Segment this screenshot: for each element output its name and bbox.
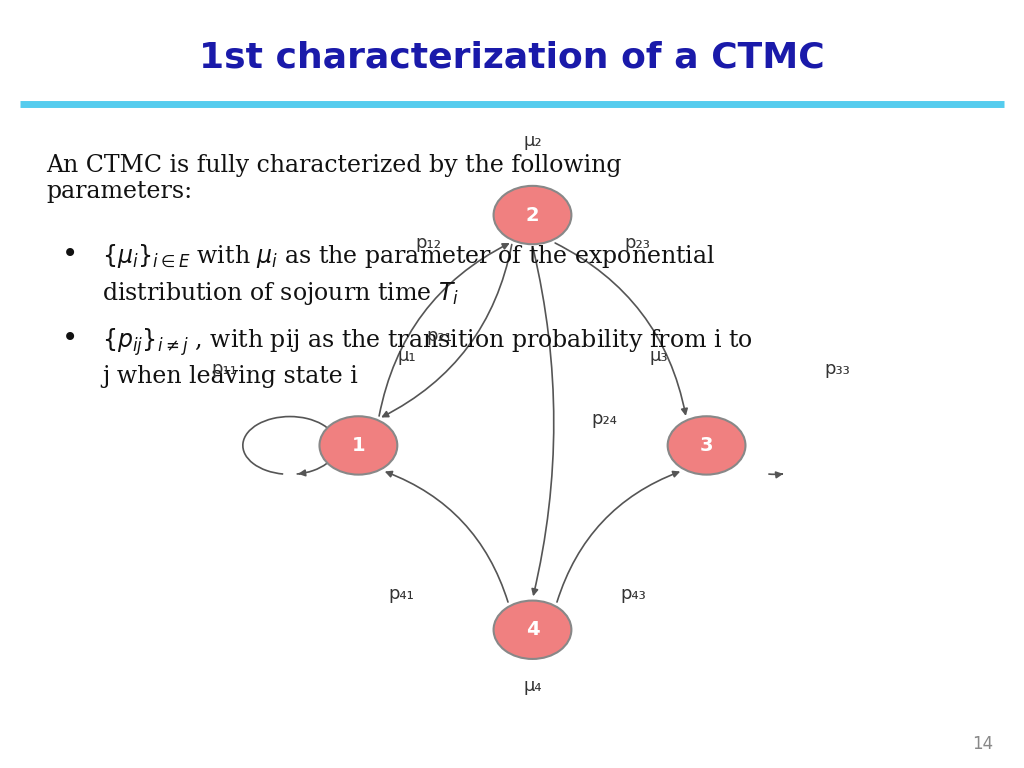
Text: 3: 3 — [699, 436, 714, 455]
Text: p₂₄: p₂₄ — [592, 409, 617, 428]
FancyArrowPatch shape — [555, 243, 687, 414]
Text: μ₂: μ₂ — [523, 132, 542, 150]
Text: 4: 4 — [525, 621, 540, 639]
Text: 2: 2 — [525, 206, 540, 224]
Text: μ₁: μ₁ — [397, 347, 416, 365]
Text: p₂₃: p₂₃ — [624, 234, 650, 252]
FancyArrowPatch shape — [386, 472, 508, 602]
Text: p₁₂: p₁₂ — [415, 234, 441, 252]
Text: p₂₁: p₂₁ — [427, 327, 453, 346]
Text: μ₄: μ₄ — [523, 677, 542, 695]
Text: $\{\mu_i\}_{i\in E}$ with $\mu_i$ as the parameter of the exponential: $\{\mu_i\}_{i\in E}$ with $\mu_i$ as the… — [102, 242, 716, 270]
FancyArrowPatch shape — [383, 244, 512, 416]
FancyArrowPatch shape — [775, 472, 782, 478]
Circle shape — [319, 416, 397, 475]
FancyArrowPatch shape — [379, 244, 508, 416]
Text: $\{p_{ij}\}_{i\neq j}$ , with pij as the transition probability from i to: $\{p_{ij}\}_{i\neq j}$ , with pij as the… — [102, 326, 754, 358]
Text: p₁₁: p₁₁ — [212, 359, 238, 378]
Text: p₄₃: p₄₃ — [620, 585, 646, 603]
Text: μ₃: μ₃ — [649, 347, 668, 365]
Text: distribution of sojourn time $T_i$: distribution of sojourn time $T_i$ — [102, 280, 460, 307]
Text: An CTMC is fully characterized by the following
parameters:: An CTMC is fully characterized by the fo… — [46, 154, 622, 204]
Text: p₃₃: p₃₃ — [824, 359, 850, 378]
Text: •: • — [61, 242, 78, 269]
Text: 1st characterization of a CTMC: 1st characterization of a CTMC — [200, 41, 824, 74]
Circle shape — [668, 416, 745, 475]
Text: 1: 1 — [351, 436, 366, 455]
Circle shape — [494, 601, 571, 659]
Text: 14: 14 — [972, 735, 993, 753]
Text: •: • — [61, 326, 78, 353]
FancyArrowPatch shape — [532, 249, 554, 594]
Text: p₄₁: p₄₁ — [388, 585, 415, 603]
Circle shape — [494, 186, 571, 244]
FancyArrowPatch shape — [557, 472, 679, 602]
Text: j when leaving state i: j when leaving state i — [102, 365, 358, 388]
FancyArrowPatch shape — [299, 470, 306, 475]
